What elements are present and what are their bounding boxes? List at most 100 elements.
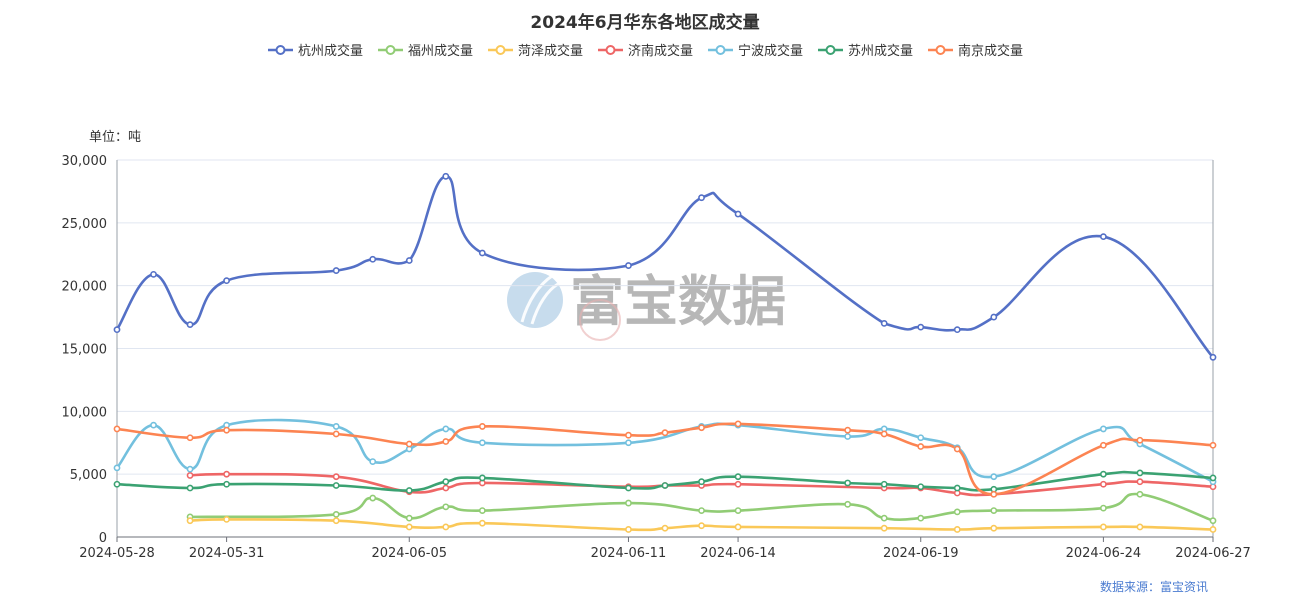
data-point[interactable] [478, 423, 486, 430]
data-point[interactable] [369, 458, 377, 465]
data-point[interactable] [1100, 233, 1107, 241]
data-point[interactable] [478, 507, 486, 515]
data-point[interactable] [698, 478, 705, 486]
data-point[interactable] [953, 326, 961, 334]
legend-item[interactable]: 福州成交量 [378, 43, 473, 59]
data-point[interactable] [442, 438, 450, 445]
data-point[interactable] [332, 430, 340, 438]
data-point[interactable] [917, 443, 925, 450]
data-point[interactable] [223, 516, 230, 523]
data-point[interactable] [186, 321, 194, 329]
data-point[interactable] [990, 507, 998, 515]
data-point[interactable] [953, 508, 961, 516]
data-point[interactable] [405, 487, 413, 494]
data-point[interactable] [698, 507, 705, 515]
data-point[interactable] [1209, 517, 1217, 525]
data-point[interactable] [990, 490, 998, 498]
data-point[interactable] [625, 431, 632, 439]
data-point[interactable] [844, 500, 852, 508]
data-point[interactable] [625, 484, 632, 492]
data-point[interactable] [844, 426, 852, 434]
data-point[interactable] [186, 484, 194, 492]
data-point[interactable] [661, 524, 669, 532]
data-point[interactable] [990, 524, 998, 532]
data-point[interactable] [150, 270, 157, 278]
data-point[interactable] [478, 519, 486, 527]
data-point[interactable] [1136, 469, 1144, 477]
data-point[interactable] [734, 523, 742, 531]
data-point[interactable] [1209, 474, 1217, 482]
data-point[interactable] [698, 194, 705, 202]
data-point[interactable] [223, 277, 230, 285]
data-point[interactable] [113, 326, 121, 334]
data-point[interactable] [332, 423, 340, 430]
data-point[interactable] [369, 494, 377, 502]
data-point[interactable] [1209, 526, 1217, 533]
data-point[interactable] [1100, 441, 1107, 449]
data-point[interactable] [186, 434, 194, 442]
data-point[interactable] [917, 483, 925, 491]
legend-item[interactable]: 苏州成交量 [818, 43, 913, 59]
data-point[interactable] [1209, 441, 1217, 449]
data-point[interactable] [844, 433, 852, 440]
data-point[interactable] [1100, 523, 1107, 531]
data-point[interactable] [1100, 425, 1107, 433]
data-point[interactable] [880, 319, 888, 327]
data-point[interactable] [442, 478, 450, 486]
data-point[interactable] [150, 421, 157, 429]
data-point[interactable] [1136, 523, 1144, 531]
data-point[interactable] [917, 434, 925, 442]
data-point[interactable] [478, 474, 486, 482]
data-point[interactable] [186, 472, 194, 479]
data-point[interactable] [442, 172, 450, 180]
data-point[interactable] [186, 465, 194, 473]
data-point[interactable] [734, 473, 742, 481]
legend[interactable]: 杭州成交量 福州成交量 菏泽成交量 济南成交量 宁波成交量 苏州成交量 南京成交量 [268, 43, 1023, 59]
data-point[interactable] [1136, 490, 1144, 498]
data-point[interactable] [186, 517, 194, 525]
data-point[interactable] [223, 426, 230, 434]
data-point[interactable] [917, 514, 925, 522]
data-point[interactable] [880, 524, 888, 532]
data-point[interactable] [223, 470, 230, 478]
data-point[interactable] [369, 255, 377, 263]
data-point[interactable] [990, 313, 998, 321]
data-point[interactable] [661, 482, 669, 489]
data-point[interactable] [113, 464, 121, 472]
data-point[interactable] [625, 262, 632, 269]
data-point[interactable] [332, 517, 340, 525]
data-point[interactable] [442, 503, 450, 511]
legend-item[interactable]: 杭州成交量 [268, 43, 363, 59]
data-point[interactable] [953, 526, 961, 533]
legend-item[interactable]: 南京成交量 [928, 43, 1023, 59]
data-point[interactable] [698, 522, 705, 530]
data-point[interactable] [1100, 470, 1107, 478]
data-point[interactable] [917, 323, 925, 331]
data-point[interactable] [1100, 504, 1107, 512]
data-point[interactable] [332, 482, 340, 489]
data-point[interactable] [625, 526, 632, 533]
legend-item[interactable]: 济南成交量 [598, 43, 693, 59]
data-point[interactable] [880, 480, 888, 488]
data-point[interactable] [625, 499, 632, 507]
data-point[interactable] [880, 430, 888, 438]
data-point[interactable] [625, 439, 632, 447]
data-point[interactable] [1136, 478, 1144, 486]
data-point[interactable] [880, 514, 888, 522]
data-point[interactable] [332, 510, 340, 518]
data-point[interactable] [113, 480, 121, 488]
data-point[interactable] [332, 267, 340, 274]
data-point[interactable] [734, 507, 742, 515]
data-point[interactable] [405, 440, 413, 448]
data-point[interactable] [661, 429, 669, 437]
data-point[interactable] [734, 480, 742, 488]
data-point[interactable] [734, 210, 742, 218]
data-point[interactable] [442, 425, 450, 433]
data-point[interactable] [405, 257, 413, 264]
data-point[interactable] [478, 439, 486, 447]
data-point[interactable] [405, 523, 413, 531]
data-point[interactable] [990, 473, 998, 481]
data-point[interactable] [1136, 436, 1144, 444]
data-point[interactable] [113, 425, 121, 433]
data-point[interactable] [478, 249, 486, 257]
